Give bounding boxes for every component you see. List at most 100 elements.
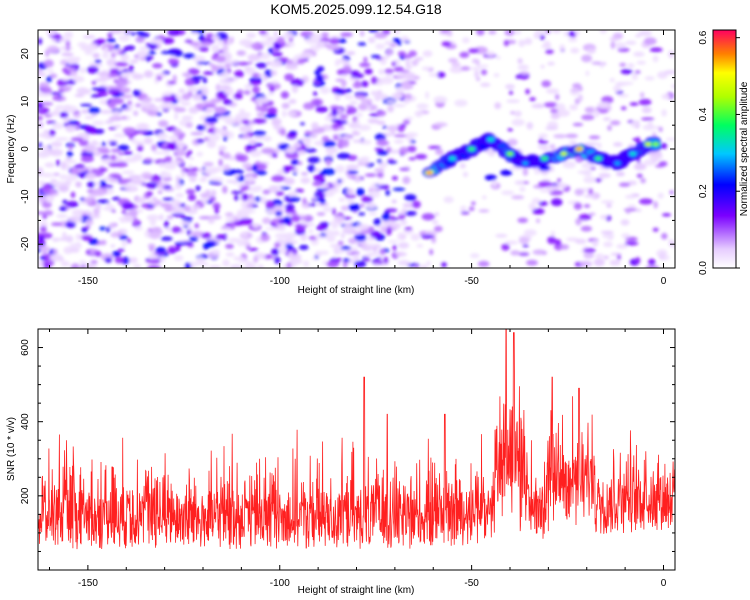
noise-blob: [107, 73, 122, 77]
noise-blob: [50, 222, 63, 226]
noise-blob: [255, 62, 267, 69]
noise-blob: [315, 74, 324, 83]
noise-blob: [433, 225, 443, 232]
noise-blob: [514, 30, 522, 35]
noise-blob: [250, 93, 256, 97]
noise-blob: [405, 116, 414, 121]
noise-blob: [267, 107, 278, 115]
noise-blob: [603, 255, 610, 260]
noise-blob: [151, 106, 160, 112]
noise-blob: [189, 156, 194, 161]
noise-blob: [620, 106, 627, 111]
noise-blob: [474, 70, 480, 79]
noise-blob: [416, 103, 429, 110]
noise-blob: [271, 80, 279, 85]
noise-blob: [110, 154, 117, 161]
noise-blob: [358, 212, 366, 216]
noise-blob: [259, 105, 269, 113]
noise-blob: [288, 191, 298, 199]
noise-blob: [359, 62, 371, 68]
noise-blob: [147, 110, 160, 117]
noise-blob: [294, 228, 306, 236]
noise-blob: [173, 107, 186, 113]
noise-blob: [166, 215, 174, 220]
noise-blob: [110, 244, 116, 248]
noise-blob: [553, 134, 567, 139]
noise-blob: [112, 124, 122, 129]
noise-blob: [535, 218, 541, 224]
noise-blob: [149, 199, 156, 204]
noise-blob: [572, 83, 582, 89]
noise-blob: [142, 97, 153, 102]
noise-blob: [222, 185, 228, 194]
noise-blob: [211, 64, 219, 72]
noise-blob: [507, 138, 518, 146]
signal-peak: [523, 162, 528, 165]
noise-blob: [652, 55, 659, 63]
noise-blob: [624, 194, 637, 199]
noise-blob: [397, 260, 411, 266]
noise-blob: [597, 142, 602, 149]
noise-blob: [583, 251, 595, 259]
noise-blob: [580, 225, 593, 232]
noise-blob: [480, 69, 488, 76]
noise-blob: [181, 72, 192, 77]
noise-blob: [303, 260, 310, 267]
colorbar-label: Normalized spectral amplitude: [739, 81, 750, 216]
noise-blob: [159, 255, 166, 263]
noise-blob: [326, 44, 341, 51]
noise-blob: [364, 68, 373, 75]
noise-blob: [340, 232, 345, 239]
noise-blob: [140, 100, 152, 108]
noise-blob: [505, 240, 518, 245]
noise-blob: [658, 254, 670, 261]
noise-blob: [96, 38, 106, 45]
spectrogram-y-axis: -20 -10 0 10 20: [20, 29, 675, 269]
noise-blob: [201, 88, 209, 96]
noise-blob: [383, 256, 389, 264]
noise-blob: [602, 117, 611, 121]
noise-blob: [312, 91, 318, 96]
noise-blob: [385, 189, 391, 196]
noise-blob: [162, 197, 175, 201]
noise-blob: [405, 59, 411, 67]
noise-blob: [462, 171, 469, 178]
noise-blob: [592, 239, 599, 247]
noise-blob: [403, 119, 411, 125]
noise-blob: [342, 136, 354, 140]
noise-blob: [265, 227, 277, 231]
noise-blob: [387, 105, 394, 113]
noise-blob: [87, 181, 95, 188]
noise-blob: [258, 52, 271, 60]
noise-blob: [610, 41, 616, 49]
noise-blob: [340, 205, 349, 211]
noise-blob: [619, 62, 627, 67]
noise-blob: [236, 50, 247, 57]
noise-blob: [373, 218, 382, 226]
noise-blob: [394, 252, 403, 257]
noise-blob: [288, 130, 298, 136]
noise-blob: [373, 246, 378, 253]
noise-blob: [202, 77, 207, 84]
noise-blob: [147, 50, 156, 55]
noise-blob: [578, 94, 583, 102]
noise-blob: [531, 197, 541, 204]
noise-blob: [288, 251, 294, 258]
noise-blob: [356, 223, 370, 231]
noise-blob: [368, 212, 377, 216]
noise-blob: [106, 226, 111, 233]
noise-blob: [279, 246, 287, 255]
noise-blob: [75, 121, 81, 127]
noise-blob: [87, 202, 97, 207]
noise-blob: [334, 247, 339, 256]
noise-blob: [356, 112, 363, 118]
noise-blob: [384, 68, 395, 74]
noise-blob: [53, 248, 58, 255]
noise-blob: [146, 182, 158, 189]
noise-blob: [391, 176, 398, 181]
figure-title: KOM5.2025.099.12.54.G18: [270, 1, 442, 17]
noise-blob: [518, 252, 530, 256]
noise-blob: [376, 110, 387, 116]
noise-blob: [50, 141, 63, 148]
noise-blob: [108, 222, 116, 229]
